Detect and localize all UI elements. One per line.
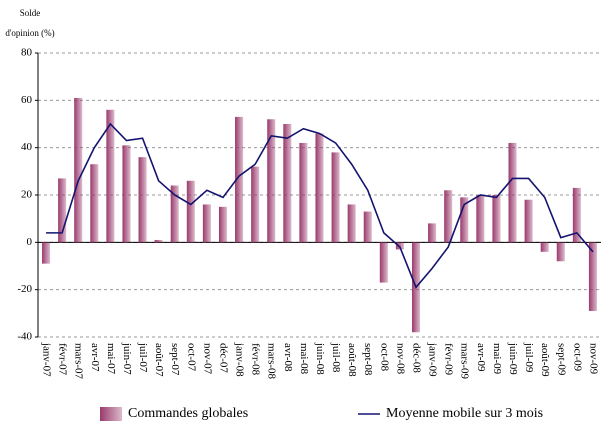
x-tick-label: juil-09 xyxy=(523,342,535,373)
bar xyxy=(428,223,437,243)
bar xyxy=(492,195,501,243)
bar xyxy=(299,142,308,243)
bar xyxy=(588,242,597,311)
x-tick-label: mai-07 xyxy=(105,343,117,375)
x-tick-label: sept-08 xyxy=(362,343,374,376)
x-tick-label: nov-08 xyxy=(394,343,406,375)
bar xyxy=(138,157,147,243)
bar xyxy=(235,116,244,243)
x-tick-label: juin-07 xyxy=(121,342,133,375)
y-tick-label: 20 xyxy=(21,189,33,201)
x-tick-label: juin-09 xyxy=(507,342,519,375)
bar xyxy=(186,180,195,243)
bar xyxy=(154,239,163,243)
x-tick-label: mai-09 xyxy=(491,343,503,375)
x-tick-label: avr-07 xyxy=(89,343,101,372)
bar xyxy=(218,206,228,243)
bar xyxy=(379,242,388,283)
x-tick-label: janv-09 xyxy=(427,342,439,377)
bar xyxy=(524,199,533,243)
x-tick-label: juil-07 xyxy=(137,342,149,373)
x-tick-label: févr-08 xyxy=(250,343,262,376)
x-tick-label: févr-07 xyxy=(57,343,69,376)
bar xyxy=(444,190,453,243)
bar xyxy=(202,204,211,243)
x-tick-label: juil-08 xyxy=(330,342,342,373)
x-tick-label: déc-07 xyxy=(217,343,229,373)
y-tick-label: 40 xyxy=(21,141,33,153)
x-tick-label: mars-08 xyxy=(266,343,278,380)
legend-label: Commandes globales xyxy=(128,406,248,421)
bar xyxy=(90,164,99,243)
bar xyxy=(267,119,276,243)
bar xyxy=(556,242,565,262)
x-tick-label: déc-08 xyxy=(410,343,422,373)
x-tick-label: sept-07 xyxy=(169,343,181,376)
y-tick-label: -40 xyxy=(17,331,32,343)
x-tick-label: août-08 xyxy=(346,343,358,377)
y-axis-label: d'opinion (%) xyxy=(5,28,54,38)
x-tick-label: mars-07 xyxy=(73,343,85,380)
x-tick-label: oct-08 xyxy=(378,343,390,372)
x-tick-label: août-09 xyxy=(539,343,551,377)
bar xyxy=(315,133,324,243)
bar xyxy=(251,166,260,243)
x-tick-label: avr-09 xyxy=(475,343,487,372)
x-tick-label: juin-08 xyxy=(314,342,326,375)
bar xyxy=(106,109,115,243)
bar xyxy=(572,187,581,243)
x-tick-label: mars-09 xyxy=(459,343,471,380)
line xyxy=(46,122,594,289)
bar xyxy=(347,204,356,243)
x-tick-label: avr-08 xyxy=(282,343,294,372)
bar xyxy=(331,152,340,243)
x-tick-label: nov-09 xyxy=(587,343,599,375)
y-tick-label: 0 xyxy=(27,236,33,248)
bar xyxy=(508,142,517,243)
x-tick-label: sept-09 xyxy=(555,343,567,376)
bar xyxy=(540,242,549,252)
x-tick-label: févr-09 xyxy=(443,343,455,376)
bar xyxy=(363,211,372,243)
y-axis-label: Solde xyxy=(20,8,41,18)
x-tick-label: oct-07 xyxy=(185,343,197,372)
y-tick-label: 60 xyxy=(21,94,33,106)
x-tick-label: nov-07 xyxy=(201,343,213,375)
bar xyxy=(395,242,404,250)
x-tick-label: oct-09 xyxy=(571,343,583,372)
legend-label: Moyenne mobile sur 3 mois xyxy=(386,406,543,421)
bar xyxy=(122,145,131,243)
bar xyxy=(170,185,179,243)
y-tick-label: -20 xyxy=(17,283,32,295)
bar xyxy=(74,97,83,243)
y-tick-label: 80 xyxy=(21,47,33,59)
bar xyxy=(476,195,485,243)
x-tick-label: janv-07 xyxy=(41,342,53,377)
x-tick-label: mai-08 xyxy=(298,343,310,375)
x-tick-label: janv-08 xyxy=(234,342,246,377)
legend-swatch xyxy=(100,407,122,421)
bar xyxy=(460,197,469,243)
bar xyxy=(42,242,51,264)
bar xyxy=(283,124,292,243)
bar xyxy=(58,178,67,243)
x-tick-label: août-07 xyxy=(153,343,165,377)
